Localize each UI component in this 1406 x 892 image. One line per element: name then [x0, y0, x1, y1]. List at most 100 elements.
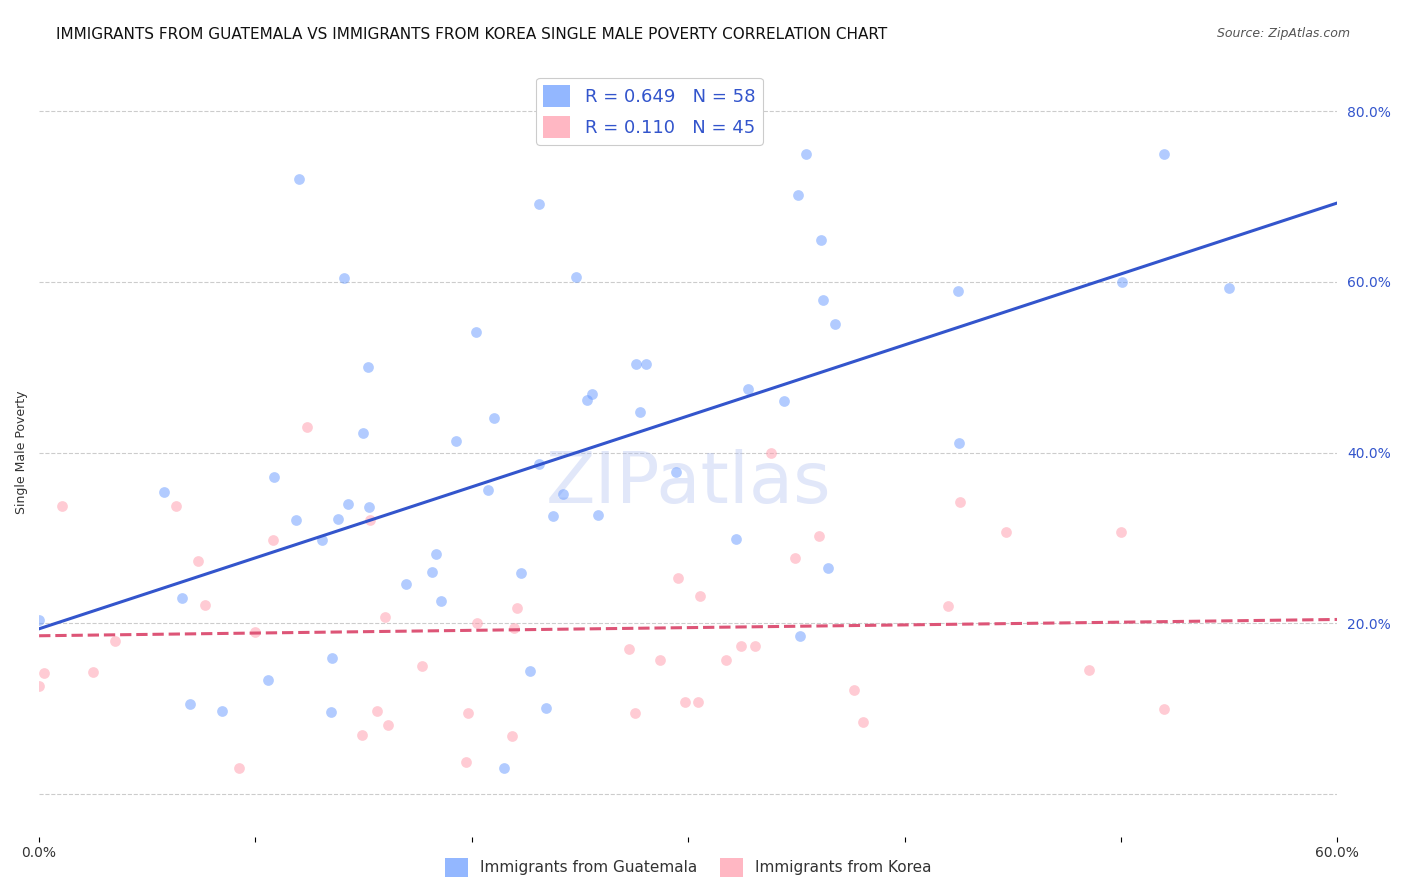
- Point: [287, 172, 309, 186]
- Point: [673, 695, 696, 709]
- Point: [510, 566, 533, 581]
- Point: [425, 547, 447, 561]
- Point: [551, 487, 574, 501]
- Point: [773, 393, 796, 408]
- Point: [187, 553, 209, 567]
- Point: [444, 434, 467, 448]
- Point: [1153, 701, 1175, 715]
- Point: [333, 271, 356, 285]
- Point: [28, 614, 51, 628]
- Point: [744, 639, 766, 653]
- Point: [51, 499, 73, 513]
- Point: [817, 561, 839, 575]
- Point: [194, 598, 217, 612]
- Point: [456, 756, 478, 770]
- Point: [810, 233, 832, 247]
- Point: [357, 500, 380, 514]
- Point: [936, 599, 959, 614]
- Point: [1111, 275, 1133, 289]
- Point: [492, 761, 515, 775]
- Point: [543, 509, 565, 524]
- Point: [586, 508, 609, 523]
- Point: [153, 485, 176, 500]
- Point: [686, 696, 709, 710]
- Point: [628, 404, 651, 418]
- Point: [624, 357, 647, 371]
- Point: [852, 714, 875, 729]
- Point: [284, 513, 307, 527]
- Text: IMMIGRANTS FROM GUATEMALA VS IMMIGRANTS FROM KOREA SINGLE MALE POVERTY CORRELATI: IMMIGRANTS FROM GUATEMALA VS IMMIGRANTS …: [56, 27, 887, 42]
- Point: [502, 621, 524, 635]
- Point: [824, 318, 846, 332]
- Point: [104, 634, 127, 648]
- Point: [737, 382, 759, 396]
- Point: [636, 358, 658, 372]
- Point: [1078, 663, 1101, 677]
- Point: [506, 601, 529, 615]
- Point: [311, 533, 333, 547]
- Point: [28, 679, 51, 693]
- Point: [519, 664, 541, 678]
- Point: [813, 293, 835, 307]
- Point: [166, 499, 188, 513]
- Text: ZIPatlas: ZIPatlas: [546, 449, 831, 517]
- Point: [172, 591, 194, 605]
- Point: [467, 616, 489, 631]
- Point: [321, 651, 343, 665]
- Point: [352, 426, 374, 441]
- Point: [359, 513, 381, 527]
- Legend: Immigrants from Guatemala, Immigrants from Korea: Immigrants from Guatemala, Immigrants fr…: [439, 852, 938, 883]
- Point: [534, 700, 557, 714]
- Point: [786, 188, 808, 202]
- Point: [82, 665, 104, 680]
- Point: [995, 524, 1018, 539]
- Point: [624, 706, 647, 721]
- Point: [1153, 146, 1175, 161]
- Point: [648, 653, 671, 667]
- Point: [263, 470, 285, 484]
- Point: [619, 641, 641, 656]
- Point: [796, 146, 818, 161]
- Point: [228, 761, 250, 775]
- Point: [477, 483, 499, 497]
- Point: [262, 533, 284, 547]
- Text: Source: ZipAtlas.com: Source: ZipAtlas.com: [1216, 27, 1350, 40]
- Point: [465, 325, 488, 339]
- Point: [565, 270, 588, 285]
- Point: [1109, 524, 1132, 539]
- Point: [257, 673, 280, 688]
- Point: [948, 436, 970, 450]
- Point: [716, 653, 738, 667]
- Point: [785, 550, 807, 565]
- Point: [665, 466, 688, 480]
- Point: [501, 730, 523, 744]
- Point: [337, 497, 360, 511]
- Y-axis label: Single Male Poverty: Single Male Poverty: [15, 391, 28, 515]
- Point: [946, 284, 969, 298]
- Point: [295, 420, 318, 434]
- Point: [420, 565, 443, 579]
- Point: [581, 387, 603, 401]
- Point: [949, 495, 972, 509]
- Point: [575, 393, 598, 408]
- Point: [689, 589, 711, 603]
- Point: [808, 529, 831, 543]
- Point: [374, 609, 396, 624]
- Point: [842, 683, 865, 698]
- Point: [357, 360, 380, 375]
- Point: [482, 411, 505, 425]
- Point: [32, 666, 55, 681]
- Point: [350, 728, 373, 742]
- Point: [1218, 281, 1240, 295]
- Point: [730, 639, 752, 653]
- Point: [411, 658, 433, 673]
- Point: [527, 197, 550, 211]
- Point: [326, 512, 349, 526]
- Point: [457, 706, 479, 720]
- Point: [211, 704, 233, 718]
- Point: [395, 576, 418, 591]
- Point: [321, 706, 343, 720]
- Point: [789, 629, 811, 643]
- Point: [666, 571, 689, 585]
- Point: [529, 458, 551, 472]
